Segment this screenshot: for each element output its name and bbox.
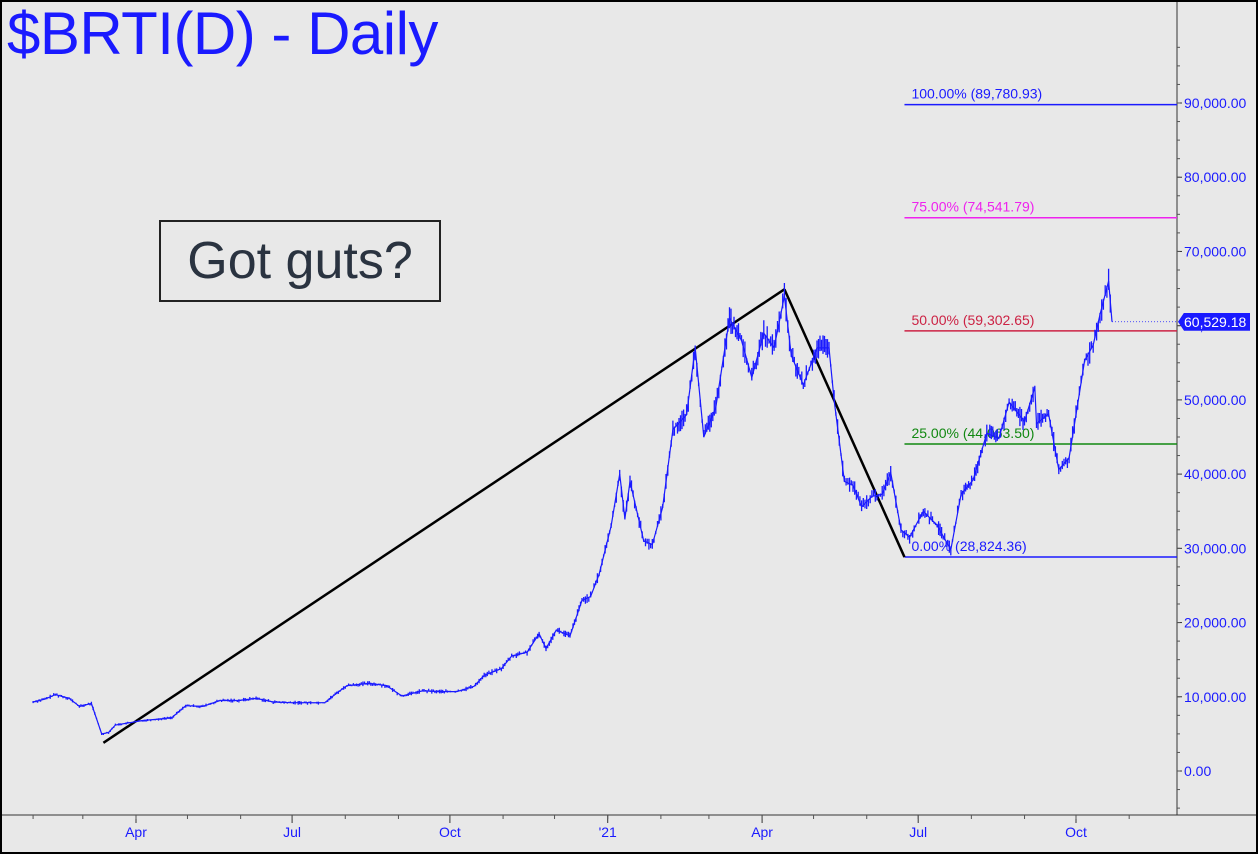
last-price-badge: 60,529.18 bbox=[1178, 312, 1251, 331]
fib-label: 25.00% (44,063.50) bbox=[911, 425, 1034, 441]
trendline bbox=[102, 288, 786, 744]
price-bars bbox=[32, 268, 1111, 735]
y-tick-label: 50,000.00 bbox=[1184, 392, 1246, 408]
x-tick-label: Oct bbox=[1065, 824, 1087, 840]
y-tick-label: 90,000.00 bbox=[1184, 95, 1246, 111]
y-tick-label: 10,000.00 bbox=[1184, 689, 1246, 705]
y-tick-label: 30,000.00 bbox=[1184, 540, 1246, 556]
x-tick-label: Apr bbox=[751, 824, 773, 840]
fib-label: 75.00% (74,541.79) bbox=[911, 199, 1034, 215]
y-tick-label: 20,000.00 bbox=[1184, 615, 1246, 631]
x-tick-label: Apr bbox=[125, 824, 147, 840]
fib-label: 0.00% (28,824.36) bbox=[911, 538, 1026, 554]
y-tick-label: 0.00 bbox=[1184, 763, 1211, 779]
x-tick-label: Jul bbox=[909, 824, 927, 840]
price-line bbox=[32, 280, 1113, 735]
y-tick-label: 40,000.00 bbox=[1184, 466, 1246, 482]
trendlines bbox=[102, 288, 906, 744]
callout-box: Got guts? bbox=[159, 220, 441, 302]
fib-label: 50.00% (59,302.65) bbox=[911, 312, 1034, 328]
x-tick-label: Jul bbox=[283, 824, 301, 840]
y-tick-label: 80,000.00 bbox=[1184, 169, 1246, 185]
y-tick-label: 70,000.00 bbox=[1184, 243, 1246, 259]
axes: 0.00 10,000.00 20,000.00 30,000.00 40,000.00… bbox=[2, 2, 1256, 840]
x-tick-label: '21 bbox=[599, 824, 617, 840]
price-series bbox=[32, 268, 1177, 735]
x-tick-label: Oct bbox=[439, 824, 461, 840]
fib-label: 100.00% (89,780.93) bbox=[911, 86, 1042, 102]
trendline bbox=[783, 288, 906, 558]
callout-text: Got guts? bbox=[187, 232, 413, 290]
chart-title: $BRTI(D) - Daily bbox=[7, 0, 438, 67]
